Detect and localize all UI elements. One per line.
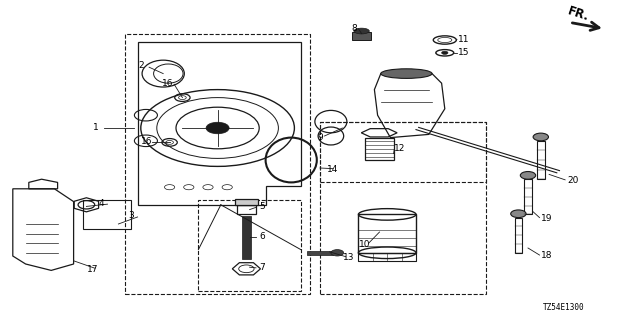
Circle shape xyxy=(206,122,229,134)
Text: 18: 18 xyxy=(541,252,553,260)
Bar xyxy=(524,179,532,214)
Circle shape xyxy=(442,51,448,54)
Text: 16: 16 xyxy=(141,137,153,146)
Text: 3: 3 xyxy=(129,212,134,220)
Text: 19: 19 xyxy=(541,214,553,223)
Ellipse shape xyxy=(381,69,432,78)
Text: 11: 11 xyxy=(458,35,470,44)
Bar xyxy=(198,200,301,291)
Bar xyxy=(307,251,333,255)
Text: 12: 12 xyxy=(394,144,406,153)
Bar xyxy=(83,200,131,229)
Text: 1: 1 xyxy=(93,124,99,132)
Bar xyxy=(242,216,251,259)
Text: 9: 9 xyxy=(317,133,323,142)
Bar xyxy=(537,141,545,179)
Text: 7: 7 xyxy=(260,263,265,272)
Bar xyxy=(365,138,394,160)
Text: TZ54E1300: TZ54E1300 xyxy=(542,303,584,312)
Circle shape xyxy=(511,210,526,218)
Text: 14: 14 xyxy=(327,165,339,174)
Bar xyxy=(320,122,486,182)
Circle shape xyxy=(331,250,344,256)
Text: 10: 10 xyxy=(359,240,371,249)
Text: 8: 8 xyxy=(351,24,356,33)
Text: 2: 2 xyxy=(138,61,143,70)
Bar xyxy=(125,34,310,294)
Circle shape xyxy=(533,133,548,141)
Text: 20: 20 xyxy=(567,176,579,185)
Text: FR.: FR. xyxy=(566,5,591,24)
Ellipse shape xyxy=(354,28,369,34)
Bar xyxy=(352,32,371,40)
Text: 15: 15 xyxy=(458,48,470,57)
Bar xyxy=(515,218,522,253)
Text: 6: 6 xyxy=(260,232,265,241)
Text: 4: 4 xyxy=(99,199,104,208)
Bar xyxy=(235,199,258,205)
Text: 16: 16 xyxy=(162,79,173,88)
Bar xyxy=(237,205,256,214)
Text: 17: 17 xyxy=(87,265,99,274)
Circle shape xyxy=(520,172,536,179)
Bar xyxy=(358,214,416,253)
Text: 13: 13 xyxy=(343,253,355,262)
Text: 5: 5 xyxy=(260,202,265,211)
Bar xyxy=(358,253,416,261)
Bar xyxy=(320,122,486,294)
